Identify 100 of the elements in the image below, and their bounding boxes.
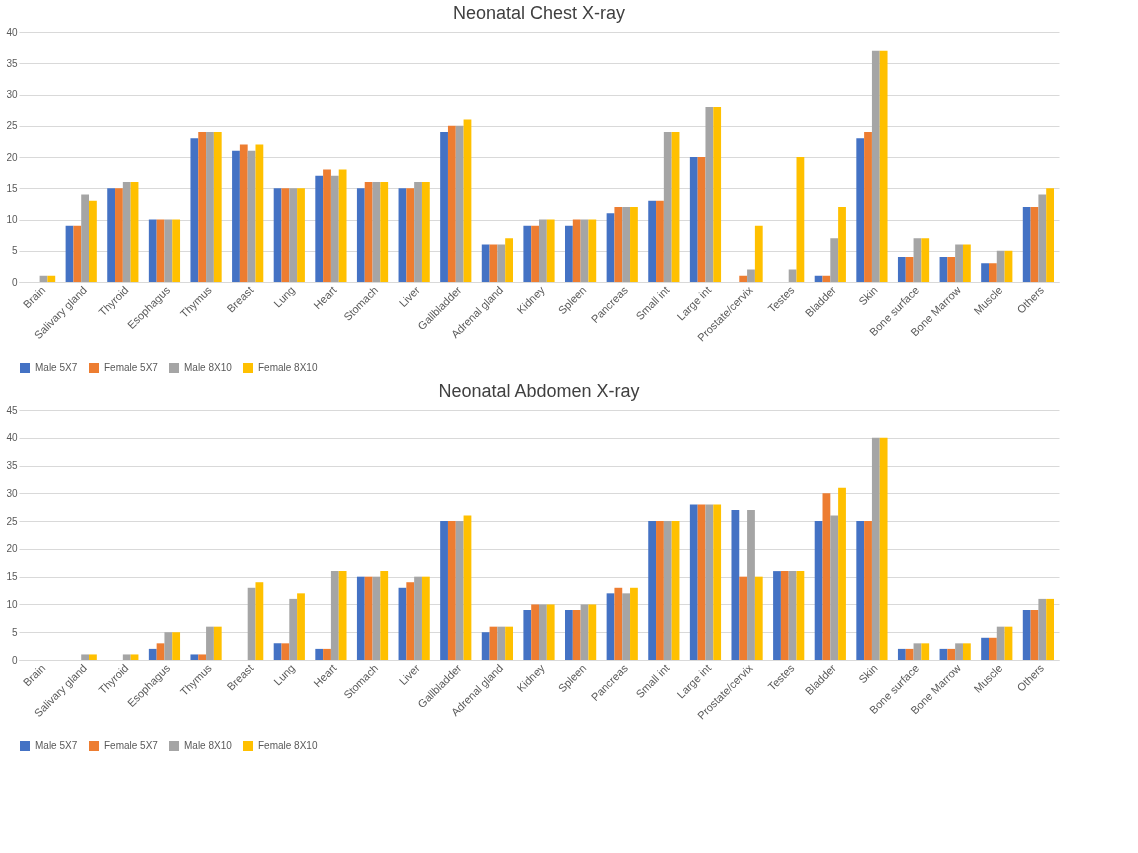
bar <box>565 225 573 282</box>
bar <box>447 125 456 282</box>
bar <box>796 157 805 282</box>
bar <box>1030 207 1039 282</box>
bar <box>947 648 956 660</box>
bar <box>481 244 490 282</box>
bar <box>372 182 381 282</box>
bar <box>481 632 490 660</box>
bar <box>739 576 748 660</box>
bar <box>539 219 547 282</box>
bar <box>705 107 714 282</box>
bar <box>788 269 797 282</box>
bar <box>281 643 290 660</box>
y-tick-label: 15 <box>6 571 18 583</box>
bar <box>697 157 706 282</box>
bar <box>107 188 116 282</box>
bar <box>213 132 222 282</box>
bar <box>754 225 763 282</box>
legend-label: Female 8X10 <box>258 740 318 751</box>
bar <box>130 654 139 660</box>
bar <box>156 643 165 660</box>
bar <box>447 521 456 660</box>
bar <box>247 150 256 282</box>
bar <box>713 504 722 660</box>
bar <box>122 654 131 660</box>
bar <box>947 257 956 282</box>
bar <box>330 571 339 660</box>
bar <box>213 626 222 660</box>
bar <box>981 263 989 282</box>
bar <box>879 437 888 660</box>
bar <box>856 521 865 660</box>
legend-label: Male 8X10 <box>184 740 233 751</box>
bar <box>1038 598 1047 660</box>
bar <box>630 587 638 660</box>
bar <box>879 50 888 282</box>
bar <box>414 576 422 660</box>
bar <box>656 200 664 282</box>
chart-title: Neonatal Abdomen X-ray <box>438 381 640 401</box>
bar <box>1030 610 1039 660</box>
y-tick-label: 30 <box>6 487 18 499</box>
bar <box>148 648 157 660</box>
bar <box>380 182 389 282</box>
bar <box>871 50 880 282</box>
bar <box>455 125 464 282</box>
bar <box>955 244 963 282</box>
bar <box>996 250 1005 282</box>
bar <box>81 654 90 660</box>
bar <box>921 643 930 660</box>
bar <box>648 521 657 660</box>
y-tick-label: 20 <box>6 543 18 555</box>
bar <box>414 182 422 282</box>
bar <box>364 182 373 282</box>
bar <box>206 626 214 660</box>
bar <box>255 144 264 282</box>
y-tick-label: 5 <box>11 626 18 638</box>
bar <box>1046 188 1055 282</box>
bar <box>531 604 539 660</box>
legend-label: Female 8X10 <box>258 362 318 373</box>
x-tick-label: Skin <box>856 283 880 308</box>
bar <box>232 150 240 282</box>
y-tick-label: 10 <box>6 214 18 225</box>
bar <box>830 515 839 660</box>
bar <box>81 194 90 282</box>
bar <box>164 632 173 660</box>
y-tick-label: 40 <box>6 432 18 444</box>
bar <box>531 225 539 282</box>
bar <box>838 207 846 282</box>
chart-title: Neonatal Chest X-ray <box>452 3 626 23</box>
bar <box>164 219 173 282</box>
bar <box>856 138 865 282</box>
bar <box>297 188 305 282</box>
y-tick-label: 40 <box>6 26 18 38</box>
bar <box>172 219 181 282</box>
x-tick-label: Skin <box>856 661 880 686</box>
bar <box>796 571 805 660</box>
bar <box>656 521 664 660</box>
bar <box>830 238 839 282</box>
bar <box>421 576 430 660</box>
bar <box>406 582 415 660</box>
bar <box>89 654 97 660</box>
bar <box>89 200 97 282</box>
y-tick-label: 0 <box>11 276 18 288</box>
bar <box>455 521 464 660</box>
bar <box>988 263 997 282</box>
legend-label: Male 5X7 <box>35 362 78 373</box>
bar <box>988 637 997 660</box>
legend-label: Female 5X7 <box>104 740 159 751</box>
bar <box>505 626 513 660</box>
y-tick-label: 15 <box>6 182 18 194</box>
bar <box>614 207 623 282</box>
bar <box>289 188 298 282</box>
bar <box>122 182 131 282</box>
bar <box>773 571 781 660</box>
bar <box>289 598 298 660</box>
bar <box>440 521 448 660</box>
y-tick-label: 35 <box>6 57 18 69</box>
legend-label: Male 5X7 <box>35 740 78 751</box>
bar <box>497 244 506 282</box>
bar <box>864 132 872 282</box>
bar <box>864 521 872 660</box>
